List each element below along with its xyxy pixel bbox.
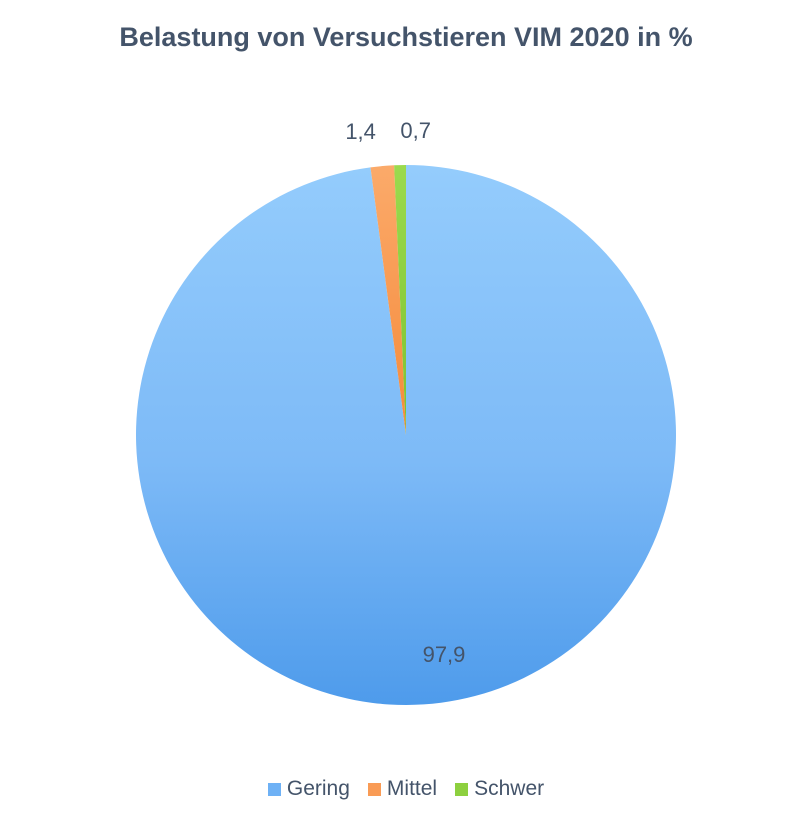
pie-slice-gering <box>136 165 677 705</box>
legend-label-gering: Gering <box>286 777 350 800</box>
pie-slice-mittel <box>370 165 406 435</box>
legend-item-gering: Gering <box>267 777 350 801</box>
pie-slice-schwer <box>394 165 406 435</box>
legend: Gering Mittel Schwer <box>0 777 812 801</box>
legend-item-schwer: Schwer <box>455 777 544 801</box>
legend-label-mittel: Mittel <box>386 777 438 800</box>
pie-chart: 97,9 1,4 0,7 <box>136 118 677 705</box>
legend-item-mittel: Mittel <box>367 777 438 801</box>
legend-swatch-mittel <box>367 782 381 796</box>
chart-title: Belastung von Versuchstieren VIM 2020 in… <box>119 22 693 52</box>
data-label-gering: 97,9 <box>423 642 466 667</box>
data-label-mittel: 1,4 <box>345 119 376 144</box>
legend-swatch-schwer <box>455 782 469 796</box>
data-label-schwer: 0,7 <box>400 118 431 143</box>
legend-swatch-gering <box>267 782 281 796</box>
legend-label-schwer: Schwer <box>474 777 545 800</box>
